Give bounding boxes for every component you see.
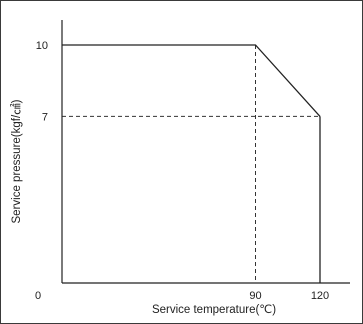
series-line-1 xyxy=(62,44,321,117)
x-axis-label: Service temperature(℃) xyxy=(152,304,276,316)
x-tick-label-120: 120 xyxy=(311,290,329,302)
tick-labels: 90 120 7 10 xyxy=(36,40,329,302)
reference-lines xyxy=(62,45,320,283)
y-tick-label-10: 10 xyxy=(36,40,48,52)
origin-label: 0 xyxy=(35,290,41,302)
y-axis-label: Service pressure(kgf/㎠) xyxy=(10,99,23,223)
series xyxy=(62,44,321,283)
axes xyxy=(61,20,350,284)
x-tick-label-90: 90 xyxy=(249,290,261,302)
y-tick-label-7: 7 xyxy=(42,111,48,123)
